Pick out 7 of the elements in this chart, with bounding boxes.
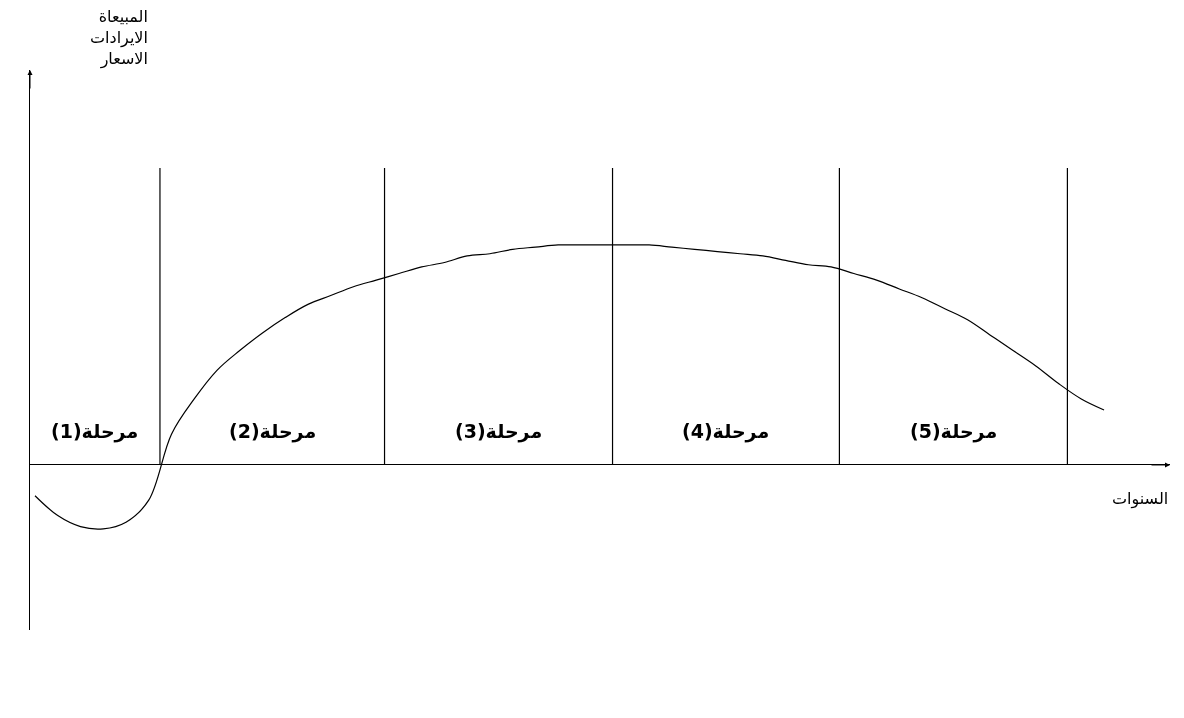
annotation: مرحلة(2): [229, 420, 317, 443]
annotation: مرحلة(4): [682, 420, 770, 443]
text: المبيعاة الايرادات الاسعار: [90, 7, 148, 69]
x-axis-title: السنوات: [1112, 489, 1169, 509]
annotation: مرحلة(3): [455, 420, 543, 443]
annotation: مرحلة(1): [51, 420, 139, 443]
annotation: مرحلة(5): [910, 420, 998, 443]
